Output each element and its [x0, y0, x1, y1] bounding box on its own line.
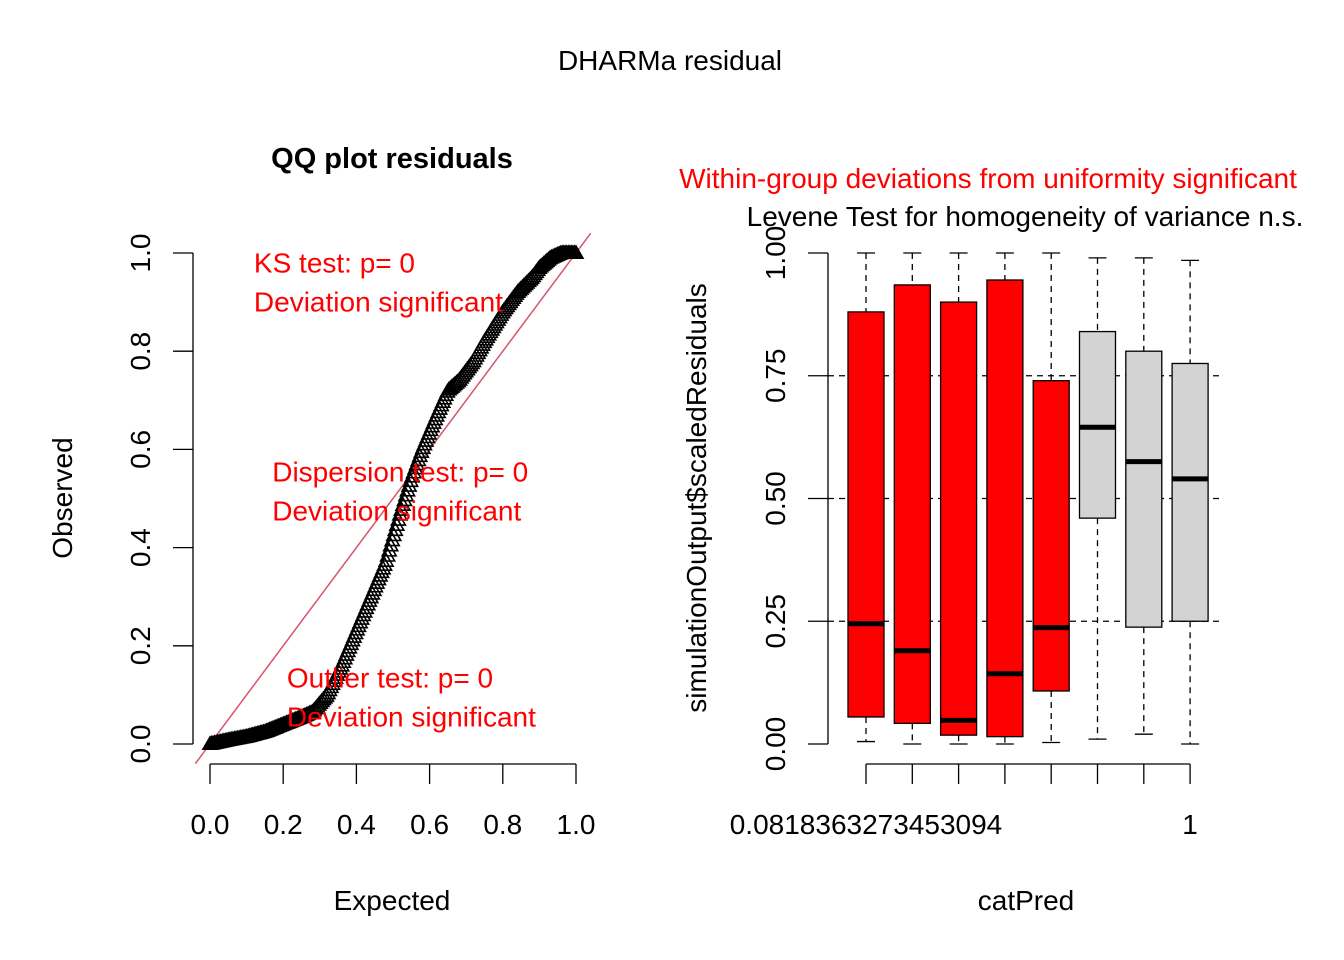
qq-annotation-deviation: Deviation significant — [287, 702, 536, 733]
qq-point — [379, 547, 397, 562]
boxplot-x-tick-label: 0.0818363273453094 — [730, 809, 1003, 840]
qq-x-tick-label: 0.2 — [264, 809, 303, 840]
qq-point — [377, 552, 395, 567]
qq-point — [385, 526, 403, 542]
boxplot-y-tick-label: 0.25 — [760, 594, 791, 649]
figure-title: DHARMa residual — [558, 45, 782, 76]
qq-point — [399, 481, 416, 497]
boxplot-box — [893, 284, 931, 725]
boxplot-axes: 0.0818363273453094 1 0.00 0.25 0.50 0.75 1.00 — [730, 226, 1198, 840]
qq-point — [567, 244, 585, 260]
qq-annotation-test: Dispersion test: p= 0 — [272, 456, 528, 487]
qq-y-tick-label: 0.0 — [125, 725, 156, 764]
boxplot-y-tick-label: 0.50 — [760, 471, 791, 526]
boxplot-panel: Within-group deviations from uniformity … — [679, 163, 1303, 916]
qq-y-axis-label: Observed — [47, 437, 78, 558]
qq-test-annotations: KS test: p= 0 Deviation significant Disper… — [254, 248, 536, 733]
qq-point — [380, 542, 398, 557]
qq-x-tick-label: 0.4 — [337, 809, 376, 840]
qq-annotation-deviation: Deviation significant — [254, 287, 503, 318]
boxplot-x-tick-label: 1 — [1182, 809, 1198, 840]
qq-plot-panel: QQ plot residuals 0.0 0.2 0.4 0.6 0.8 1.00.00… — [47, 143, 595, 916]
boxplot-x-axis-label: catPred — [978, 885, 1075, 916]
boxplot-title: Within-group deviations from uniformity … — [679, 163, 1297, 194]
boxplot-box — [1032, 380, 1070, 692]
qq-point — [393, 501, 410, 516]
qq-y-tick-label: 0.4 — [125, 528, 156, 567]
qq-point — [402, 472, 419, 488]
qq-point — [389, 511, 407, 526]
qq-y-tick-label: 0.2 — [125, 626, 156, 665]
boxplot-box — [939, 301, 978, 736]
boxplot-subtitle: Levene Test for homogeneity of variance … — [747, 201, 1304, 232]
qq-y-tick-label: 0.8 — [125, 332, 156, 371]
boxplot-boxes — [847, 252, 1209, 745]
qq-point — [382, 536, 400, 552]
qq-annotation-deviation: Deviation significant — [272, 495, 521, 526]
boxplot-box — [1171, 362, 1209, 622]
qq-point — [391, 506, 409, 521]
boxplot-y-tick-label: 0.75 — [760, 349, 791, 404]
qq-point — [386, 521, 404, 537]
boxplot-y-tick-label: 1.00 — [760, 226, 791, 281]
qq-y-tick-label: 1.0 — [125, 234, 156, 273]
boxplot-reference-lines — [828, 375, 1224, 622]
boxplot-box — [847, 311, 885, 718]
qq-y-tick-label: 0.6 — [125, 430, 156, 469]
qq-point — [396, 491, 413, 507]
qq-axes: 0.0 0.2 0.4 0.6 0.8 1.0 0.0 0.2 0.4 0.6 0.8 1.0 — [125, 234, 595, 840]
qq-point — [400, 477, 418, 492]
qq-annotation-test: KS test: p= 0 — [254, 248, 415, 279]
boxplot-box — [986, 279, 1024, 738]
qq-point — [383, 531, 401, 547]
qq-point — [394, 496, 412, 512]
qq-points — [201, 244, 585, 751]
qq-reference-line — [194, 232, 592, 765]
boxplot-box — [1125, 350, 1163, 628]
qq-x-axis-label: Expected — [334, 885, 451, 916]
qq-x-tick-label: 0.6 — [410, 809, 449, 840]
qq-x-tick-label: 1.0 — [557, 809, 596, 840]
qq-x-tick-label: 0.8 — [483, 809, 522, 840]
qq-x-tick-label: 0.0 — [191, 809, 230, 840]
qq-reference-line-segment — [194, 232, 592, 765]
qq-plot-title: QQ plot residuals — [271, 143, 513, 175]
qq-point — [388, 516, 406, 531]
boxplot-y-axis-label: simulationOutput$scaledResiduals — [681, 283, 712, 713]
qq-annotation-test: Outlier test: p= 0 — [287, 663, 493, 694]
qq-point — [397, 486, 415, 502]
boxplot-y-tick-label: 0.00 — [760, 717, 791, 772]
